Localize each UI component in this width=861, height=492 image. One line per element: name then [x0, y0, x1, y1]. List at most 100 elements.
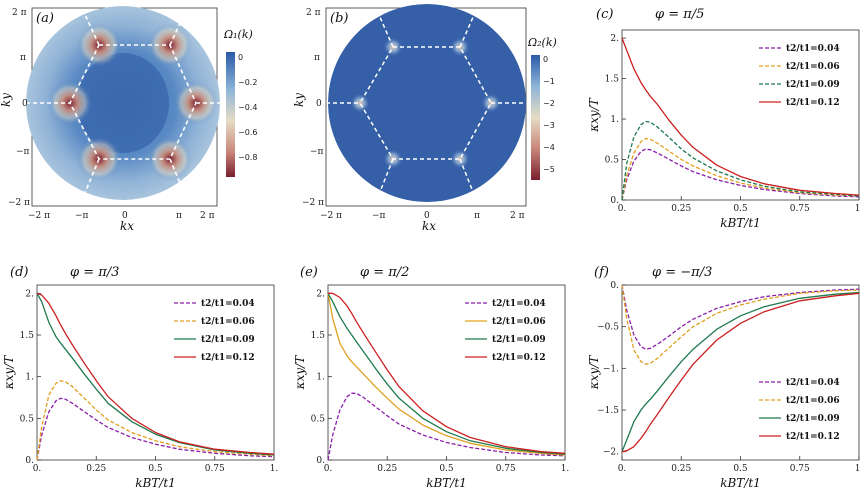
chart-d-ytick-label: 2.: [25, 289, 34, 299]
chart-e-xtick-label: 0.25: [377, 464, 397, 474]
panel-a: (a) kx ky −2 π −π 0 π 2 π 2 π π 0 −π −2 …: [0, 6, 257, 233]
chart-e-xtick-label: 1.: [561, 464, 570, 474]
chart-c-series-line: [621, 37, 860, 196]
chart-c-legend-label: t2/t1=0.04: [786, 44, 840, 54]
chart-c-xlabel: kBT/t1: [720, 216, 761, 230]
chart-panel-d: 0. 0.25 0.5 0.75 1. 0. 0.5 1. 1.5 2. (d) φ = π/3 kBT…: [2, 265, 278, 490]
chart-e-title: φ = π/2: [360, 265, 409, 280]
chart-e-series-line: [327, 392, 566, 461]
chart-c-ytick-label: 1.: [610, 115, 619, 125]
chart-panel-f: 0. 0.25 0.5 0.75 1. 0. −0.5 −1. −1.5 −2. (f) φ = −π…: [587, 265, 861, 490]
panel-b-colorbar: [531, 55, 540, 180]
chart-e-ytick-label: 1.5: [311, 331, 326, 341]
chart-f-ytick-label: −2.: [603, 448, 619, 458]
chart-e-frame: [327, 284, 566, 461]
panel-a-xtick-3: π: [176, 211, 182, 221]
chart-d-ytick-label: 0.: [25, 456, 34, 466]
chart-f-xtick-label: 0.25: [671, 464, 691, 474]
panel-b-ytick-3: −π: [310, 147, 324, 157]
chart-e-xtick-label: 0.5: [439, 464, 454, 474]
panel-b-ytick-4: −2 π: [302, 198, 324, 208]
chart-d-xtick-label: 0.25: [86, 464, 106, 474]
chart-d-series-line: [36, 397, 275, 461]
chart-d-xtick-label: 1.: [270, 464, 279, 474]
chart-f-legend-label: t2/t1=0.06: [786, 396, 840, 406]
panel-a-ylabel: ky: [0, 93, 13, 107]
chart-panel-c: 0. 0.25 0.5 0.75 1. 0. 0.5 1. 1.5 2. (c) φ = π/5 kBT…: [587, 7, 861, 230]
panel-b-ylabel: ky: [292, 93, 306, 107]
panel-a-cbar-tick-1: −0.2: [238, 78, 257, 87]
chart-f-series-line: [621, 284, 860, 365]
chart-e-xlabel: kBT/t1: [426, 476, 467, 490]
chart-c-ytick-label: 2.: [610, 34, 619, 44]
chart-d-title: φ = π/3: [70, 265, 119, 280]
chart-e-ytick-label: 0.: [316, 456, 325, 466]
panel-b-colorbar-title: Ω₂(k): [527, 36, 557, 49]
chart-c-label: (c): [596, 7, 613, 22]
chart-c-series-line: [621, 137, 860, 201]
chart-e-legend-label: t2/t1=0.04: [492, 299, 546, 309]
panel-b: (b) kx ky −2 π −π 0 π 2 π 2 π π 0 −π −2 …: [292, 4, 557, 233]
chart-e-legend-label: t2/t1=0.09: [492, 335, 546, 345]
panel-a-cbar-tick-4: −0.8: [238, 153, 257, 162]
chart-f-xtick-label: 0.5: [733, 464, 748, 474]
chart-e-xtick-label: 0.: [324, 464, 333, 474]
panel-a-cbar-tick-0: 0: [238, 53, 243, 62]
panel-b-xtick-3: π: [474, 211, 480, 221]
chart-d-xtick-label: 0.75: [205, 464, 225, 474]
chart-c-xtick-label: 0.75: [790, 204, 810, 214]
panel-a-xtick-4: 2 π: [200, 211, 215, 221]
chart-d-ytick-label: 1.: [25, 373, 34, 383]
panel-b-heatmap: [328, 4, 526, 202]
panel-b-xtick-0: −2 π: [320, 211, 342, 221]
chart-e-xtick-label: 0.75: [496, 464, 516, 474]
chart-d-legend-label: t2/t1=0.09: [201, 335, 255, 345]
chart-f-xtick-label: 0.75: [790, 464, 810, 474]
panel-a-colorbar-title: Ω₁(k): [223, 28, 253, 41]
chart-f-ytick-label: 0.: [610, 281, 619, 291]
chart-c-ytick-label: 1.5: [605, 75, 620, 85]
chart-panel-e: 0. 0.25 0.5 0.75 1. 0. 0.5 1. 1.5 2. (e) φ = π/2 kBT…: [293, 265, 569, 490]
panel-b-cbar-tick-3: −3: [543, 121, 555, 130]
chart-d-series-line: [36, 380, 275, 461]
panel-a-xtick-1: −π: [75, 211, 89, 221]
chart-d-xtick-label: 0.: [33, 464, 42, 474]
chart-e-ytick-label: 1.: [316, 373, 325, 383]
chart-c-series-line: [621, 148, 860, 201]
chart-c-title: φ = π/5: [655, 7, 704, 22]
chart-d-legend-label: t2/t1=0.06: [201, 317, 255, 327]
panel-a-ytick-2: 0: [22, 99, 28, 109]
panel-b-cbar-tick-0: 0: [543, 55, 548, 64]
panel-a-heatmap: [26, 6, 220, 200]
chart-c-legend-label: t2/t1=0.09: [786, 80, 840, 90]
panel-b-ytick-0: 2 π: [306, 8, 321, 18]
panel-b-cbar-tick-2: −2: [543, 99, 555, 108]
chart-f-series-line: [621, 292, 860, 453]
chart-c-frame: [621, 29, 860, 201]
chart-d-ytick-label: 1.5: [20, 331, 35, 341]
chart-c-xtick-label: 0.5: [733, 204, 748, 214]
chart-d-series-line: [36, 292, 275, 455]
chart-c-ytick-label: 0.5: [605, 156, 620, 166]
chart-e-ylabel: κxy/T: [293, 355, 307, 390]
chart-e-ytick-label: 0.5: [311, 414, 326, 424]
chart-d-ylabel: κxy/T: [2, 355, 16, 390]
chart-f-xtick-label: 1.: [855, 464, 861, 474]
chart-f-ytick-label: −1.: [603, 364, 619, 374]
panel-a-ytick-1: π: [20, 53, 26, 63]
chart-d-legend-label: t2/t1=0.04: [201, 299, 255, 309]
chart-e-series-line: [327, 292, 566, 455]
chart-f-ytick-label: −1.5: [597, 406, 619, 416]
panel-a-xlabel: kx: [120, 219, 134, 233]
panel-b-xlabel: kx: [422, 219, 436, 233]
panel-b-xtick-2: 0: [424, 211, 430, 221]
chart-e-series-line: [327, 293, 566, 456]
chart-f-ytick-label: −0.5: [597, 323, 619, 333]
chart-c-series-line: [621, 120, 860, 201]
panel-a-label: (a): [36, 11, 54, 26]
chart-f-series-line: [621, 291, 860, 452]
chart-f-series-line: [621, 284, 860, 350]
chart-e-series-line: [328, 292, 566, 454]
chart-d-ytick-label: 0.5: [20, 414, 35, 424]
